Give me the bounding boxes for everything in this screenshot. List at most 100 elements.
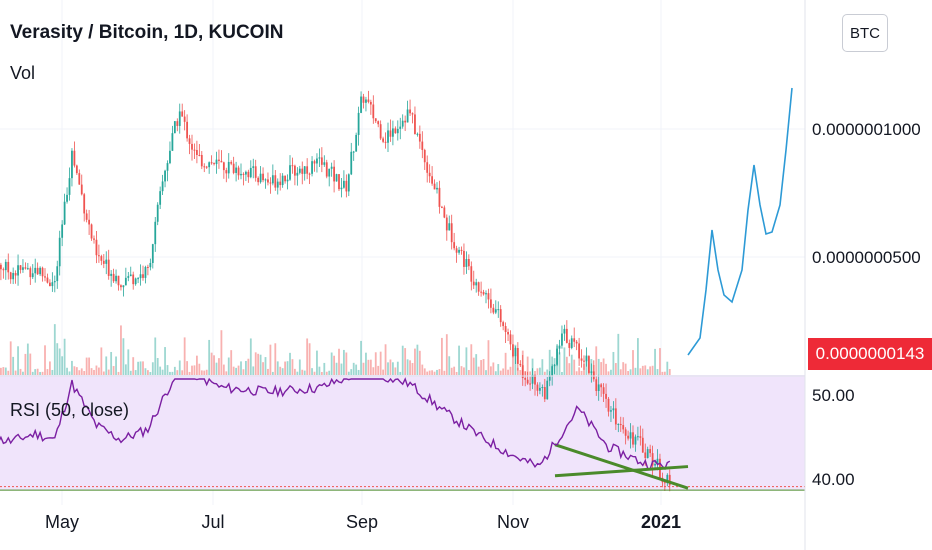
- volume-bar: [340, 363, 343, 375]
- candle-body: [421, 141, 424, 150]
- volume-label: Vol: [10, 63, 36, 83]
- volume-bar: [213, 355, 215, 375]
- candle-body: [563, 328, 566, 334]
- volume-bar: [526, 356, 529, 375]
- volume-bar: [115, 356, 117, 375]
- volume-bar: [171, 371, 174, 375]
- volume-bar: [61, 356, 64, 375]
- candle-body: [169, 150, 171, 164]
- volume-bar: [75, 367, 78, 375]
- volume-bar: [31, 371, 34, 375]
- candle-body: [644, 452, 647, 459]
- candle-body: [379, 124, 382, 139]
- candle-body: [617, 423, 620, 425]
- volume-bar: [129, 370, 132, 375]
- candle-body: [93, 238, 95, 240]
- candle-body: [156, 204, 159, 222]
- volume-bar: [502, 368, 505, 375]
- candle-body: [284, 175, 287, 182]
- volume-bar: [355, 364, 358, 375]
- candle-body: [26, 268, 29, 270]
- volume-bar: [132, 357, 135, 375]
- candle-body: [34, 267, 37, 274]
- candle-body: [472, 281, 475, 286]
- candle-body: [286, 179, 289, 182]
- candle-body: [411, 113, 414, 115]
- candle-body: [137, 278, 140, 280]
- volume-bar: [629, 369, 632, 375]
- volume-bar: [634, 367, 637, 375]
- volume-bar: [543, 371, 546, 375]
- rsi-label: RSI (50, close): [10, 400, 130, 420]
- volume-bar: [494, 371, 497, 375]
- volume-bar: [632, 350, 634, 375]
- volume-bar: [453, 366, 456, 375]
- volume-bar: [367, 359, 370, 375]
- candle-body: [524, 378, 527, 380]
- volume-bar: [26, 343, 29, 375]
- candle-body: [649, 449, 652, 454]
- volume-bar: [617, 333, 620, 375]
- volume-bar: [325, 371, 328, 375]
- candle-body: [588, 356, 590, 373]
- candle-body: [161, 181, 164, 192]
- volume-bar: [281, 368, 284, 375]
- candle-body: [627, 435, 630, 439]
- candle-body: [502, 322, 505, 327]
- volume-bar: [347, 371, 350, 375]
- volume-bar: [232, 366, 235, 375]
- volume-bar: [360, 340, 362, 375]
- candle-body: [480, 291, 483, 293]
- candle-body: [340, 187, 343, 190]
- volume-bar: [296, 371, 299, 375]
- candle-body: [124, 277, 127, 286]
- volume-bar: [267, 368, 269, 375]
- candle-body: [46, 277, 49, 283]
- volume-bar: [34, 369, 37, 375]
- candle-body: [590, 371, 593, 373]
- candle-body: [213, 163, 215, 165]
- volume-bar: [568, 363, 571, 375]
- candle-body: [29, 268, 32, 278]
- candle-body: [602, 387, 605, 394]
- candle-body: [357, 112, 360, 135]
- candle-body: [208, 162, 211, 168]
- volume-bar: [237, 365, 240, 375]
- currency-button[interactable]: BTC: [842, 14, 888, 52]
- volume-bar: [102, 371, 105, 375]
- candle-body: [467, 259, 470, 267]
- candle-body: [436, 187, 438, 190]
- candle-body: [512, 344, 514, 357]
- volume-bar: [49, 361, 51, 375]
- candle-body: [139, 274, 142, 279]
- volume-bar: [475, 354, 478, 375]
- volume-bar: [53, 324, 56, 375]
- candle-body: [188, 138, 191, 144]
- chart-title: Verasity / Bitcoin, 1D, KUCOIN: [10, 22, 284, 43]
- volume-bar: [298, 359, 301, 375]
- volume-bar: [127, 349, 130, 375]
- candle-body: [548, 375, 551, 381]
- candle-body: [41, 267, 44, 277]
- volume-bar: [169, 371, 171, 375]
- volume-bar: [374, 352, 377, 375]
- candle-body: [504, 326, 507, 332]
- volume-bar: [328, 370, 331, 375]
- volume-bar: [78, 370, 81, 375]
- candle-body: [637, 436, 639, 438]
- candle-body: [134, 278, 137, 285]
- candle-body: [543, 387, 546, 400]
- candle-body: [392, 128, 394, 137]
- volume-bar: [644, 365, 647, 375]
- volume-bar: [12, 356, 15, 375]
- candle-body: [583, 360, 585, 362]
- volume-bar: [418, 350, 421, 375]
- candle-body: [249, 167, 252, 178]
- volume-bar: [465, 347, 468, 375]
- volume-bar: [257, 353, 260, 375]
- candle-body: [144, 266, 147, 278]
- candle-body: [455, 248, 458, 253]
- volume-bar: [595, 346, 598, 375]
- candle-body: [12, 273, 15, 280]
